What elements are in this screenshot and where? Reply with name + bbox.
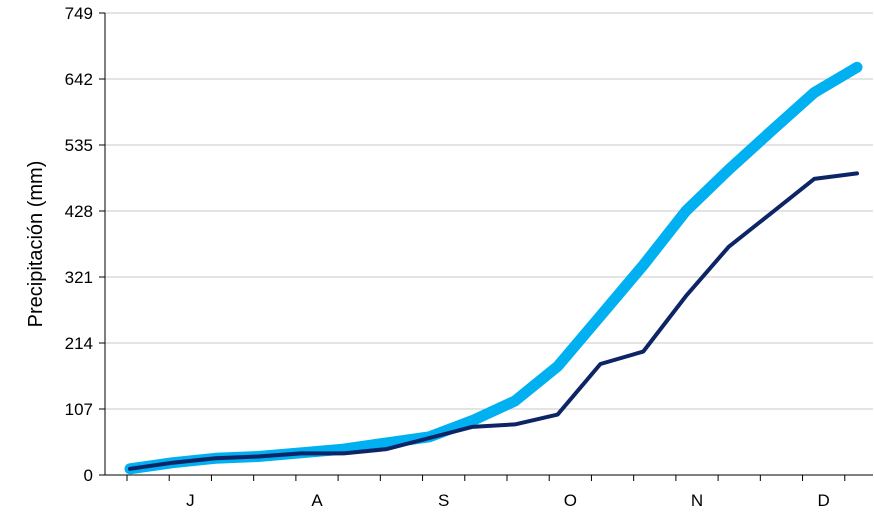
x-tick-label: N — [691, 491, 703, 510]
series-line-dark-blue — [128, 171, 859, 471]
x-tick-label: J — [186, 491, 195, 510]
y-tick-label: 749 — [65, 4, 93, 23]
x-tick-label: O — [564, 491, 577, 510]
y-tick-label: 214 — [65, 334, 93, 353]
x-tick-label: D — [818, 491, 830, 510]
y-tick-label: 321 — [65, 268, 93, 287]
y-tick-label: 642 — [65, 70, 93, 89]
y-tick-label: 428 — [65, 202, 93, 221]
gridlines — [105, 12, 873, 410]
y-axis: 0 107 214 321 428 535 642 749 — [65, 4, 106, 485]
y-tick-label: 107 — [65, 400, 93, 419]
x-tick-label: A — [311, 491, 323, 510]
series-layer — [124, 61, 863, 475]
x-tick-label: S — [438, 491, 449, 510]
y-tick-label: 0 — [84, 466, 93, 485]
y-tick-label: 535 — [65, 136, 93, 155]
y-axis-title: Precipitación (mm) — [25, 161, 47, 328]
